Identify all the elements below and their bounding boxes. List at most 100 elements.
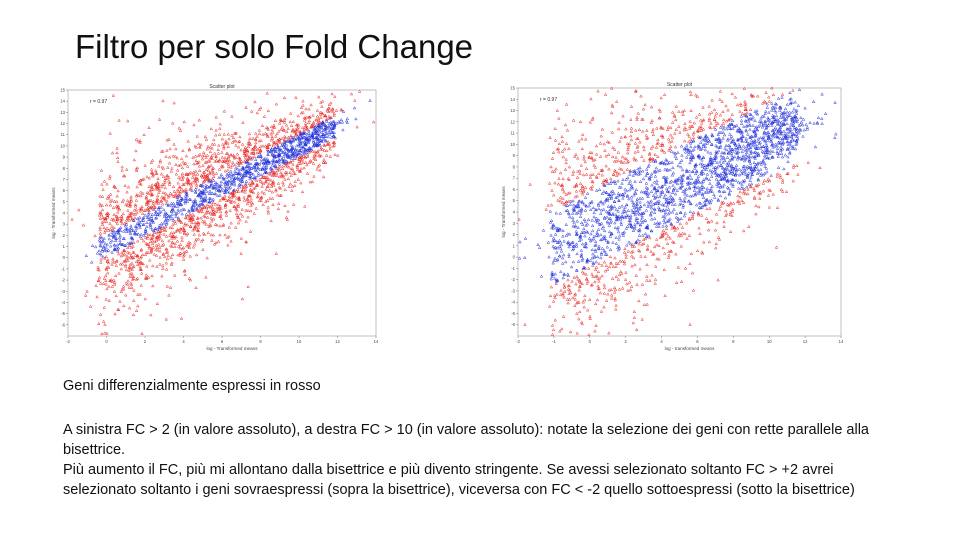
non-differential-gene-point <box>105 242 109 246</box>
differential-gene-point <box>156 176 160 180</box>
differential-gene-point <box>615 171 620 175</box>
non-differential-gene-point <box>617 244 621 248</box>
differential-gene-point <box>645 247 649 251</box>
differential-gene-point <box>88 304 93 308</box>
non-differential-gene-point <box>765 133 769 137</box>
non-differential-gene-point <box>752 151 756 155</box>
non-differential-gene-point <box>296 148 300 152</box>
differential-gene-point <box>687 134 691 138</box>
differential-gene-point <box>573 297 577 301</box>
differential-gene-point <box>154 248 158 252</box>
non-differential-gene-point <box>596 227 601 231</box>
non-differential-gene-point <box>724 171 728 175</box>
non-differential-gene-point <box>571 246 576 250</box>
differential-gene-point <box>171 154 175 158</box>
non-differential-gene-point <box>623 187 627 191</box>
differential-gene-point <box>139 206 144 210</box>
differential-gene-point <box>295 165 299 169</box>
non-differential-gene-point <box>264 170 268 174</box>
non-differential-gene-point <box>712 193 716 197</box>
differential-gene-point <box>645 302 649 306</box>
non-differential-gene-point <box>317 133 321 137</box>
differential-gene-point <box>806 160 810 164</box>
differential-gene-point <box>98 194 102 198</box>
differential-gene-point <box>575 301 579 305</box>
non-differential-gene-point <box>692 180 696 184</box>
differential-gene-point <box>761 181 766 185</box>
non-differential-gene-point <box>665 175 669 179</box>
differential-gene-point <box>627 280 632 284</box>
non-differential-gene-point <box>611 211 615 215</box>
differential-gene-point <box>193 144 197 148</box>
differential-gene-point <box>582 157 586 161</box>
differential-gene-point <box>647 152 652 156</box>
non-differential-gene-point <box>281 150 285 154</box>
differential-gene-point <box>208 150 212 154</box>
non-differential-gene-point <box>754 133 758 137</box>
differential-gene-point <box>193 176 197 180</box>
non-differential-gene-point <box>726 178 730 182</box>
non-differential-gene-point <box>283 149 287 153</box>
non-differential-gene-point <box>737 126 741 130</box>
differential-gene-point <box>227 194 231 198</box>
non-differential-gene-point <box>164 202 169 206</box>
differential-gene-point <box>298 129 303 133</box>
differential-gene-point <box>252 187 256 191</box>
non-differential-gene-point <box>730 122 734 126</box>
non-differential-gene-point <box>558 211 562 215</box>
non-differential-gene-point <box>652 180 657 184</box>
y-tick-label: 9 <box>513 153 516 158</box>
non-differential-gene-point <box>640 213 644 217</box>
differential-gene-point <box>290 167 295 171</box>
non-differential-gene-point <box>550 218 554 222</box>
non-differential-gene-point <box>211 185 215 189</box>
non-differential-gene-point <box>303 151 307 155</box>
differential-gene-point <box>713 114 717 118</box>
differential-gene-point <box>633 150 637 154</box>
differential-gene-point <box>601 180 605 184</box>
non-differential-gene-point <box>759 146 763 150</box>
y-tick-label: -2 <box>61 278 65 283</box>
non-differential-gene-point <box>672 207 676 211</box>
differential-gene-point <box>124 259 128 263</box>
non-differential-gene-point <box>185 192 189 196</box>
differential-gene-point <box>205 206 209 210</box>
differential-gene-point <box>135 166 140 170</box>
differential-gene-point <box>303 155 307 159</box>
differential-gene-point <box>655 243 659 247</box>
non-differential-gene-point <box>113 233 118 237</box>
non-differential-gene-point <box>301 134 305 138</box>
non-differential-gene-point <box>354 117 358 121</box>
non-differential-gene-point <box>747 157 752 161</box>
differential-gene-point <box>179 227 183 231</box>
differential-gene-point <box>272 183 276 187</box>
non-differential-gene-point <box>709 186 713 190</box>
non-differential-gene-point <box>645 167 649 171</box>
differential-gene-point <box>141 239 146 243</box>
differential-gene-point <box>673 114 677 118</box>
differential-gene-point <box>243 183 248 187</box>
non-differential-gene-point <box>804 122 808 126</box>
differential-gene-point <box>327 106 331 110</box>
non-differential-gene-point <box>674 180 678 184</box>
differential-gene-point <box>247 142 251 146</box>
differential-gene-point <box>264 187 268 191</box>
differential-gene-point <box>165 250 170 254</box>
differential-gene-point <box>582 189 586 193</box>
non-differential-gene-point <box>689 177 694 181</box>
non-differential-gene-point <box>696 177 700 181</box>
differential-gene-point <box>119 218 123 222</box>
differential-gene-point <box>323 160 328 164</box>
differential-gene-point <box>246 145 251 149</box>
differential-gene-point <box>206 159 211 163</box>
non-differential-gene-point <box>316 123 321 127</box>
differential-gene-point <box>622 160 626 164</box>
non-differential-gene-point <box>599 233 603 237</box>
non-differential-gene-point <box>721 185 725 189</box>
differential-gene-point <box>291 169 295 173</box>
non-differential-gene-point <box>753 139 757 143</box>
non-differential-gene-point <box>728 158 732 162</box>
non-differential-gene-point <box>198 202 202 206</box>
differential-gene-point <box>223 233 227 237</box>
non-differential-gene-point <box>327 124 331 128</box>
